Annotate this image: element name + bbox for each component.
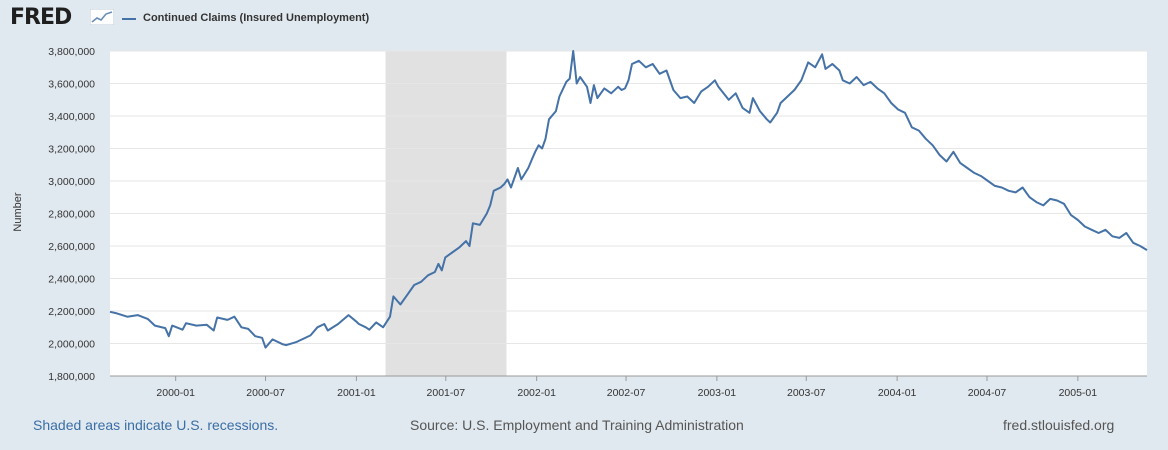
legend-swatch xyxy=(122,18,136,20)
x-tick-label: 2003-01 xyxy=(698,387,737,399)
y-tick-label: 1,800,000 xyxy=(48,371,95,383)
x-tick-label: 2001-07 xyxy=(427,387,466,399)
recession-note: Shaded areas indicate U.S. recessions. xyxy=(33,417,279,433)
legend-label[interactable]: Continued Claims (Insured Unemployment) xyxy=(143,12,370,24)
y-tick-label: 2,600,000 xyxy=(48,241,95,253)
x-tick-label: 2002-01 xyxy=(517,387,556,399)
y-tick-label: 2,000,000 xyxy=(48,339,95,351)
x-tick-label: 2002-07 xyxy=(607,387,646,399)
y-tick-label: 3,800,000 xyxy=(48,46,95,58)
y-tick-label: 3,200,000 xyxy=(48,144,95,156)
x-tick-label: 2001-01 xyxy=(337,387,376,399)
y-tick-label: 3,000,000 xyxy=(48,176,95,188)
site-link[interactable]: fred.stlouisfed.org xyxy=(1003,417,1115,433)
source-note: Source: U.S. Employment and Training Adm… xyxy=(410,417,744,433)
x-tick-label: 2005-01 xyxy=(1059,387,1098,399)
y-tick-label: 2,200,000 xyxy=(48,306,95,318)
chart-header: FRED Continued Claims (Insured Unemploym… xyxy=(0,0,1168,40)
series-line xyxy=(109,50,1148,349)
x-tick-label: 2004-01 xyxy=(878,387,917,399)
x-tick-label: 2000-01 xyxy=(156,387,195,399)
fred-logo-graph-icon xyxy=(90,9,114,25)
x-tick-label: 2003-07 xyxy=(787,387,826,399)
x-tick-label: 2000-07 xyxy=(246,387,285,399)
y-tick-label: 3,600,000 xyxy=(48,79,95,91)
y-tick-label: 2,400,000 xyxy=(48,274,95,286)
fred-logo[interactable]: FRED xyxy=(10,5,72,30)
y-tick-label: 2,800,000 xyxy=(48,209,95,221)
y-tick-label: 3,400,000 xyxy=(48,111,95,123)
x-tick-label: 2004-07 xyxy=(968,387,1007,399)
